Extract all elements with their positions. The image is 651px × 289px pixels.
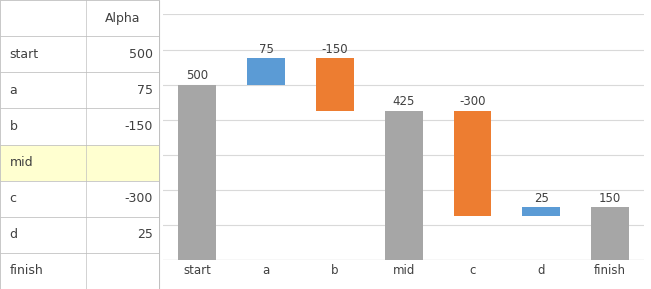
Bar bbox=[0, 144, 159, 181]
Text: -300: -300 bbox=[459, 95, 486, 108]
Text: d: d bbox=[10, 228, 18, 241]
Bar bbox=[0, 253, 159, 289]
Bar bbox=[247, 58, 285, 85]
Text: 500: 500 bbox=[129, 48, 153, 61]
Bar bbox=[0, 72, 159, 108]
Bar bbox=[178, 85, 216, 260]
Text: -300: -300 bbox=[125, 192, 153, 205]
Text: c: c bbox=[10, 192, 16, 205]
Text: mid: mid bbox=[10, 156, 33, 169]
Text: Alpha: Alpha bbox=[105, 12, 141, 25]
Bar bbox=[385, 111, 422, 260]
Text: a: a bbox=[10, 84, 18, 97]
Text: start: start bbox=[10, 48, 38, 61]
Bar bbox=[0, 217, 159, 253]
Text: 150: 150 bbox=[599, 192, 621, 205]
Text: 500: 500 bbox=[186, 69, 208, 82]
Text: -150: -150 bbox=[125, 120, 153, 133]
Bar bbox=[0, 108, 159, 144]
Text: 25: 25 bbox=[137, 228, 153, 241]
Bar bbox=[316, 58, 353, 111]
Text: 425: 425 bbox=[393, 95, 415, 108]
Bar bbox=[454, 111, 492, 216]
Bar bbox=[0, 181, 159, 217]
Text: finish: finish bbox=[10, 264, 44, 277]
Text: 25: 25 bbox=[534, 192, 549, 205]
Bar bbox=[0, 0, 159, 36]
Text: -150: -150 bbox=[322, 42, 348, 55]
Text: 75: 75 bbox=[258, 42, 273, 55]
Bar bbox=[522, 208, 560, 216]
Bar bbox=[0, 36, 159, 72]
Bar bbox=[591, 208, 629, 260]
Text: 75: 75 bbox=[137, 84, 153, 97]
Text: b: b bbox=[10, 120, 18, 133]
